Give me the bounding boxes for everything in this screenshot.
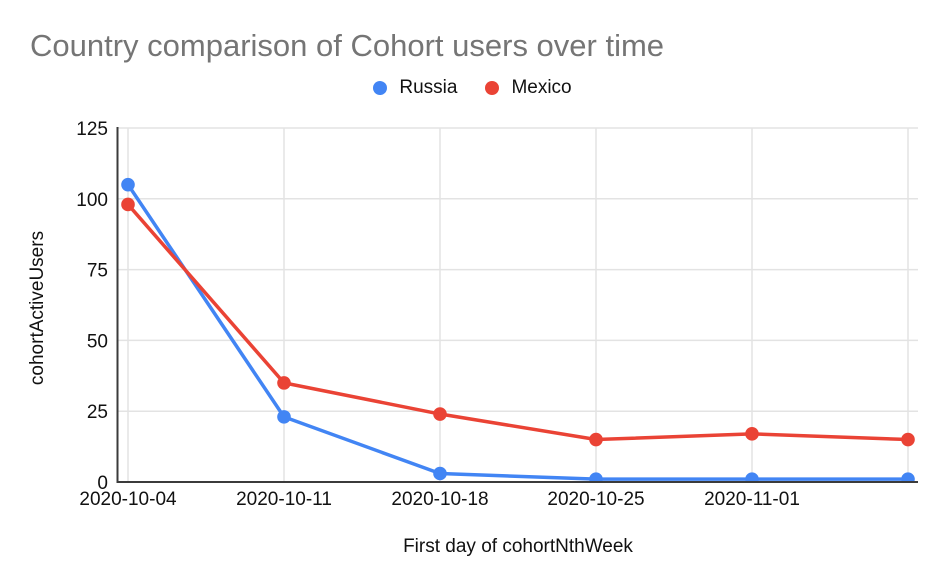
- russia-data-point[interactable]: [901, 472, 915, 486]
- y-tick-label: 125: [76, 119, 108, 140]
- mexico-data-point[interactable]: [589, 432, 603, 447]
- mexico-series-swatch-icon: [485, 81, 500, 95]
- mexico-data-point[interactable]: [121, 197, 135, 212]
- mexico-line: [126, 202, 910, 442]
- russia-series-swatch-icon: [373, 81, 388, 95]
- x-tick-label: 2020-11-01: [704, 489, 800, 510]
- y-tick-label: 0: [97, 473, 108, 494]
- x-tick-label: 2020-10-18: [391, 489, 488, 510]
- russia-line: [126, 182, 910, 481]
- y-tick-label: 25: [87, 402, 108, 423]
- russia-data-point[interactable]: [745, 472, 759, 486]
- legend-label-mexico: Mexico: [511, 77, 572, 98]
- x-tick-label: 2020-10-25: [547, 489, 644, 510]
- y-tick-label: 75: [87, 261, 108, 282]
- mexico-data-point[interactable]: [901, 432, 915, 447]
- x-tick-label: 2020-10-11: [236, 489, 332, 510]
- mexico-data-point[interactable]: [277, 376, 291, 390]
- series-group: [121, 177, 915, 486]
- russia-data-point[interactable]: [121, 177, 135, 192]
- x-axis-title: First day of cohortNthWeek: [403, 536, 633, 557]
- y-tick-label: 50: [87, 331, 108, 352]
- russia-data-point[interactable]: [433, 466, 447, 481]
- legend: Russia Mexico: [0, 77, 945, 99]
- x-tick-label: 2020-10-04: [79, 489, 177, 510]
- russia-data-point[interactable]: [277, 410, 291, 424]
- chart-title: Country comparison of Cohort users over …: [30, 28, 665, 63]
- legend-label-russia: Russia: [399, 77, 458, 98]
- mexico-data-point[interactable]: [433, 407, 447, 421]
- russia-data-point[interactable]: [589, 472, 603, 486]
- y-axis-title: cohortActiveUsers: [27, 230, 48, 386]
- y-tick-label: 100: [76, 190, 108, 211]
- legend-item-mexico[interactable]: Mexico: [485, 77, 572, 99]
- mexico-data-point[interactable]: [745, 427, 759, 441]
- legend-item-russia[interactable]: Russia: [373, 77, 457, 99]
